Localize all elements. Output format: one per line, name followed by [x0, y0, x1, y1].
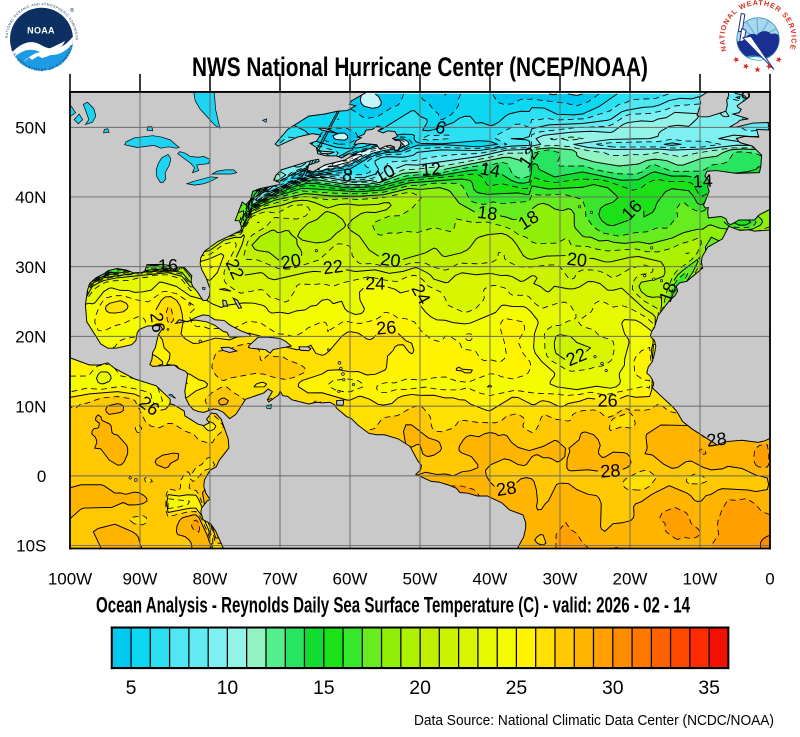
svg-text:20N: 20N: [15, 328, 46, 347]
svg-text:10: 10: [217, 677, 239, 699]
svg-text:60W: 60W: [333, 569, 368, 588]
svg-text:16: 16: [158, 255, 179, 276]
svg-text:50N: 50N: [15, 118, 46, 137]
svg-text:40W: 40W: [473, 569, 508, 588]
svg-text:20: 20: [279, 250, 302, 273]
svg-text:14: 14: [692, 171, 713, 192]
svg-text:14: 14: [479, 158, 502, 181]
svg-text:20: 20: [409, 677, 431, 699]
svg-text:90W: 90W: [123, 569, 158, 588]
svg-text:20: 20: [379, 249, 402, 272]
svg-text:20: 20: [566, 249, 588, 271]
svg-text:NOAA: NOAA: [27, 26, 55, 36]
svg-text:28: 28: [495, 477, 518, 500]
svg-text:15: 15: [313, 677, 335, 699]
svg-text:8: 8: [741, 83, 751, 103]
svg-text:26: 26: [598, 391, 618, 411]
svg-text:40N: 40N: [15, 188, 46, 207]
svg-text:Data Source: National Climatic: Data Source: National Climatic Data Cent…: [414, 713, 774, 729]
svg-text:0: 0: [37, 467, 46, 486]
svg-text:30W: 30W: [543, 569, 578, 588]
svg-text:®: ®: [70, 7, 74, 14]
svg-text:22: 22: [322, 256, 345, 278]
svg-text:30N: 30N: [15, 258, 46, 277]
svg-text:NWS National Hurricane Center: NWS National Hurricane Center (NCEP/NOAA…: [192, 52, 648, 82]
svg-text:26: 26: [376, 317, 398, 339]
svg-text:70W: 70W: [263, 569, 298, 588]
svg-text:12: 12: [420, 158, 442, 180]
svg-text:18: 18: [476, 202, 499, 225]
svg-text:Ocean Analysis - Reynolds Dail: Ocean Analysis - Reynolds Daily Sea Surf…: [96, 593, 691, 618]
svg-text:0: 0: [765, 569, 774, 588]
svg-text:35: 35: [698, 677, 720, 699]
svg-text:80W: 80W: [193, 569, 228, 588]
svg-text:25: 25: [506, 677, 528, 699]
svg-text:10W: 10W: [683, 569, 718, 588]
svg-text:10S: 10S: [16, 537, 46, 556]
svg-text:28: 28: [705, 429, 727, 451]
svg-text:50W: 50W: [403, 569, 438, 588]
svg-text:26: 26: [146, 311, 169, 334]
svg-text:30: 30: [602, 677, 624, 699]
svg-text:8: 8: [341, 165, 354, 186]
svg-text:28: 28: [600, 460, 621, 481]
svg-text:20W: 20W: [613, 569, 648, 588]
svg-text:5: 5: [126, 677, 137, 699]
svg-text:24: 24: [365, 273, 385, 293]
svg-text:10N: 10N: [15, 397, 46, 416]
svg-text:100W: 100W: [48, 569, 92, 588]
